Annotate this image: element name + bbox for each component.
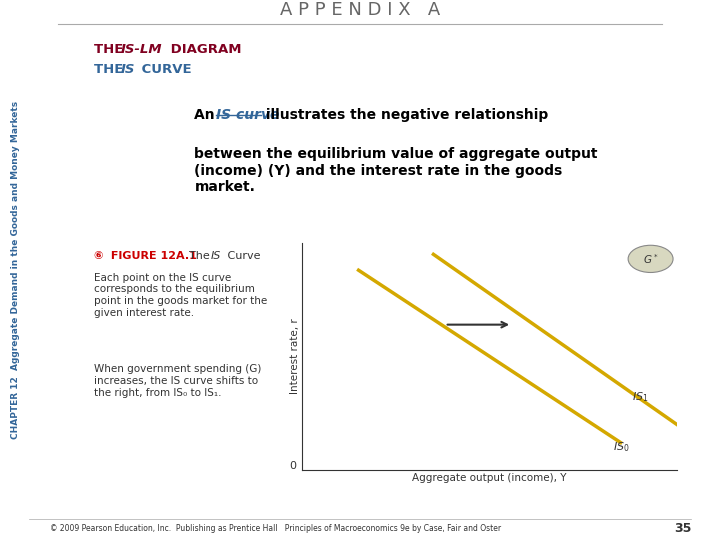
Text: 35: 35 xyxy=(674,522,691,535)
Text: © 2009 Pearson Education, Inc.  Publishing as Prentice Hall   Principles of Macr: © 2009 Pearson Education, Inc. Publishin… xyxy=(50,524,502,532)
Text: FIGURE 12A.1: FIGURE 12A.1 xyxy=(107,251,197,261)
Text: between the equilibrium value of aggregate output
(income) (Y) and the interest : between the equilibrium value of aggrega… xyxy=(194,147,598,194)
Y-axis label: Interest rate, r: Interest rate, r xyxy=(289,319,300,394)
Text: A P P E N D I X   A: A P P E N D I X A xyxy=(280,1,440,19)
Text: IS: IS xyxy=(121,63,135,76)
Text: DIAGRAM: DIAGRAM xyxy=(166,43,241,56)
Text: CHAPTER 12  Aggregate Demand in the Goods and Money Markets: CHAPTER 12 Aggregate Demand in the Goods… xyxy=(12,101,20,439)
Text: IS: IS xyxy=(211,251,221,261)
Text: $IS_1$: $IS_1$ xyxy=(632,390,649,404)
Circle shape xyxy=(628,245,673,273)
Text: An: An xyxy=(194,108,220,122)
Text: When government spending (G)
increases, the IS curve shifts to
the right, from I: When government spending (G) increases, … xyxy=(94,364,261,397)
Text: CURVE: CURVE xyxy=(137,63,192,76)
Text: IS curve: IS curve xyxy=(216,108,279,122)
Text: THE: THE xyxy=(94,43,127,56)
Text: Each point on the IS curve
corresponds to the equilibrium
point in the goods mar: Each point on the IS curve corresponds t… xyxy=(94,273,267,318)
Text: IS-LM: IS-LM xyxy=(121,43,163,56)
Text: ⑥: ⑥ xyxy=(94,251,103,261)
Text: illustrates the negative relationship: illustrates the negative relationship xyxy=(261,108,549,122)
X-axis label: Aggregate output (income), Y: Aggregate output (income), Y xyxy=(413,472,567,483)
Text: Curve: Curve xyxy=(224,251,261,261)
Text: THE: THE xyxy=(94,63,127,76)
Text: $G^*$: $G^*$ xyxy=(643,252,658,266)
Text: $IS_0$: $IS_0$ xyxy=(613,440,630,454)
Text: The: The xyxy=(182,251,213,261)
Text: 0: 0 xyxy=(289,461,296,471)
